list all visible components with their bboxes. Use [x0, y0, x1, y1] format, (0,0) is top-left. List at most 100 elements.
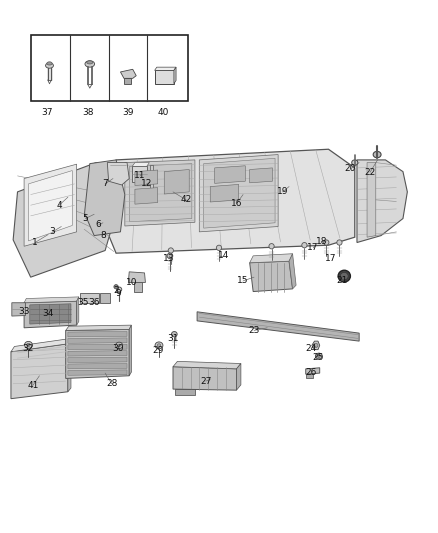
Text: 15: 15 [237, 277, 249, 285]
Polygon shape [128, 272, 145, 282]
Polygon shape [77, 297, 79, 325]
Text: 20: 20 [345, 165, 356, 173]
Polygon shape [68, 338, 71, 392]
Text: 42: 42 [180, 196, 192, 204]
Polygon shape [68, 351, 127, 356]
Text: 37: 37 [41, 109, 53, 117]
Ellipse shape [317, 355, 320, 357]
Bar [31, 35, 188, 101]
Text: 9: 9 [115, 289, 121, 297]
Ellipse shape [155, 342, 163, 349]
Text: 2: 2 [113, 286, 119, 295]
Text: 11: 11 [134, 172, 146, 180]
Polygon shape [66, 329, 129, 378]
Polygon shape [24, 164, 77, 246]
Polygon shape [289, 254, 296, 289]
Polygon shape [66, 325, 131, 330]
Text: 35: 35 [78, 298, 89, 307]
Polygon shape [68, 357, 127, 362]
Polygon shape [174, 67, 176, 84]
Ellipse shape [47, 62, 52, 65]
Ellipse shape [314, 343, 318, 348]
Text: 34: 34 [42, 309, 54, 318]
Polygon shape [124, 78, 131, 84]
Text: 16: 16 [231, 199, 242, 208]
Polygon shape [125, 160, 195, 226]
Ellipse shape [117, 287, 122, 292]
Polygon shape [68, 332, 127, 337]
Polygon shape [250, 261, 293, 292]
Ellipse shape [337, 240, 342, 245]
Polygon shape [12, 303, 25, 316]
Ellipse shape [269, 244, 274, 249]
Text: 26: 26 [305, 368, 317, 376]
Ellipse shape [216, 245, 222, 251]
Text: 17: 17 [307, 244, 319, 252]
Polygon shape [11, 338, 71, 352]
Polygon shape [13, 163, 118, 277]
Text: 12: 12 [141, 180, 152, 188]
Ellipse shape [46, 63, 53, 68]
Polygon shape [68, 344, 127, 350]
Polygon shape [68, 338, 127, 343]
Ellipse shape [352, 160, 358, 165]
Text: 10: 10 [126, 278, 137, 287]
Polygon shape [210, 184, 239, 202]
Polygon shape [68, 370, 127, 375]
Text: 29: 29 [152, 346, 163, 354]
Ellipse shape [114, 285, 118, 289]
Polygon shape [250, 254, 293, 263]
Polygon shape [24, 301, 77, 328]
Ellipse shape [25, 342, 32, 349]
Polygon shape [197, 312, 359, 341]
Polygon shape [155, 70, 174, 84]
Text: 39: 39 [122, 109, 134, 117]
Text: 36: 36 [88, 298, 100, 307]
Polygon shape [24, 297, 79, 303]
Polygon shape [173, 367, 237, 390]
Text: 24: 24 [305, 344, 317, 352]
Ellipse shape [373, 151, 381, 158]
Polygon shape [100, 293, 110, 303]
Ellipse shape [168, 248, 173, 253]
Text: 6: 6 [95, 221, 102, 229]
Polygon shape [134, 282, 142, 292]
Polygon shape [28, 171, 72, 241]
Text: 17: 17 [325, 254, 336, 263]
Text: 32: 32 [22, 344, 33, 352]
Polygon shape [367, 163, 376, 237]
Polygon shape [175, 389, 195, 395]
Ellipse shape [157, 344, 161, 347]
Text: 8: 8 [100, 231, 106, 240]
Ellipse shape [340, 272, 348, 280]
Polygon shape [80, 293, 99, 303]
Polygon shape [135, 170, 158, 185]
Polygon shape [150, 165, 153, 188]
Ellipse shape [172, 332, 177, 337]
Ellipse shape [315, 353, 322, 359]
Text: 1: 1 [32, 238, 38, 247]
Ellipse shape [324, 240, 329, 245]
Text: 40: 40 [158, 109, 169, 117]
Polygon shape [155, 67, 176, 70]
Text: 14: 14 [218, 252, 229, 260]
Text: 38: 38 [82, 109, 93, 117]
Text: 19: 19 [277, 188, 288, 196]
Polygon shape [135, 188, 158, 204]
Text: 7: 7 [102, 180, 108, 188]
Text: 5: 5 [82, 214, 88, 223]
Polygon shape [306, 374, 313, 378]
Polygon shape [30, 304, 71, 324]
Polygon shape [312, 341, 320, 350]
Text: 28: 28 [106, 379, 117, 388]
Polygon shape [173, 361, 241, 369]
Polygon shape [11, 344, 68, 399]
Ellipse shape [117, 344, 121, 347]
Polygon shape [107, 163, 129, 185]
Polygon shape [357, 160, 407, 243]
Text: 27: 27 [200, 377, 212, 385]
Polygon shape [68, 364, 127, 369]
Polygon shape [132, 163, 149, 166]
Polygon shape [199, 155, 278, 232]
Ellipse shape [27, 343, 30, 346]
